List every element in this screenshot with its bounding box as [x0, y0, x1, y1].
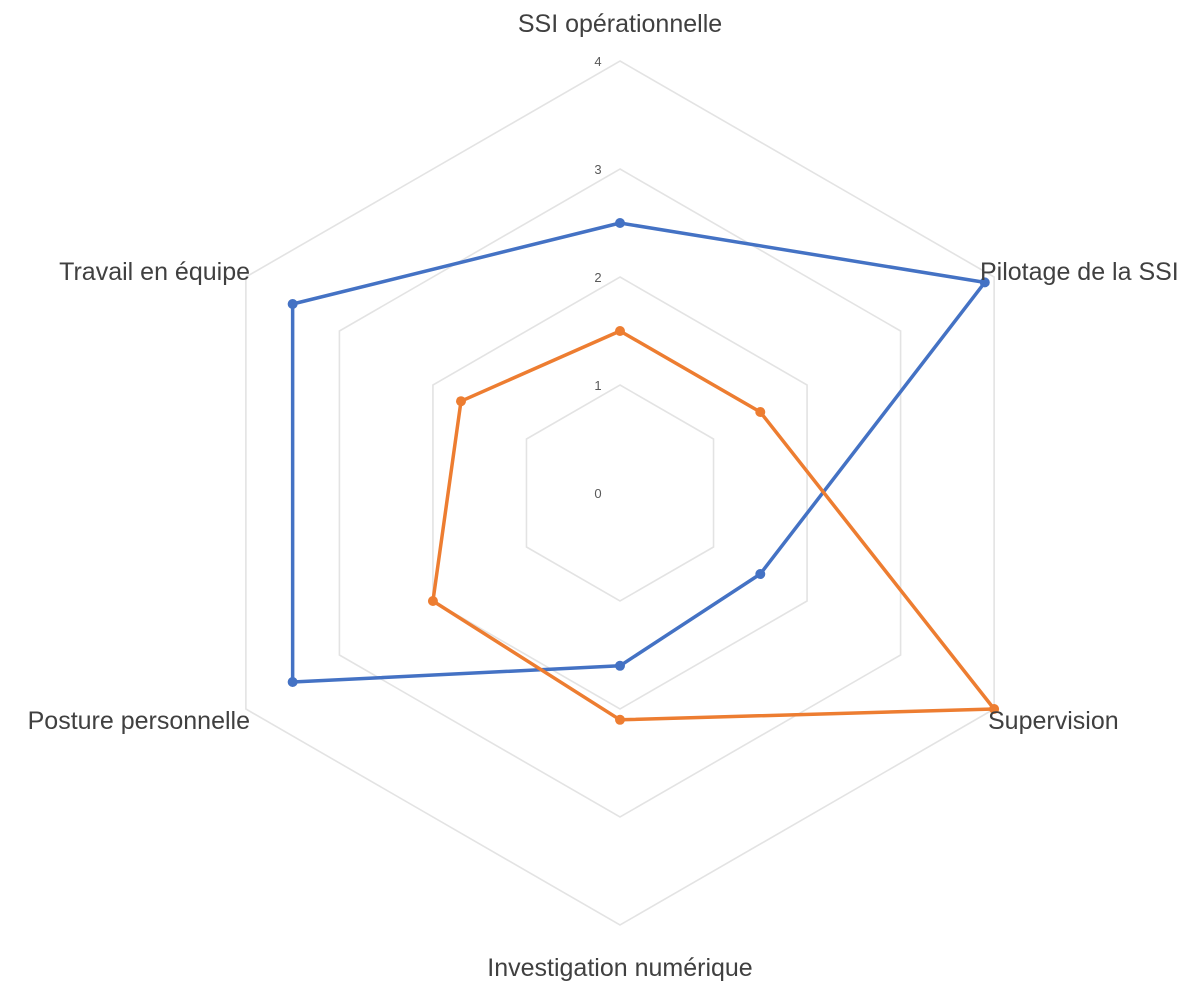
series-2-point	[755, 407, 766, 417]
series-1-point	[615, 218, 625, 228]
series-2-point	[427, 596, 438, 606]
category-label: Travail en équipe	[59, 258, 250, 286]
grid-ring-3	[338, 168, 902, 818]
category-label: Posture personnelle	[28, 707, 250, 735]
grid-ring-1	[525, 384, 715, 602]
category-label: SSI opérationnelle	[518, 10, 722, 38]
tick-label: 3	[594, 162, 601, 177]
series-1-point	[755, 569, 766, 579]
tick-label: 0	[594, 486, 601, 501]
series-layer	[287, 218, 1000, 725]
category-label: Supervision	[988, 707, 1119, 735]
series-2-point	[989, 704, 1000, 714]
grid-ring-4	[245, 60, 995, 926]
category-label: Investigation numérique	[487, 954, 752, 981]
series-2-point	[615, 714, 625, 725]
tick-labels: 0 1 2 3 4	[594, 54, 601, 501]
series-1-point	[287, 299, 298, 309]
series-1-point	[287, 677, 298, 687]
series-1-line	[290, 221, 987, 684]
series-2-point	[615, 326, 625, 336]
grid-ring-2	[432, 276, 808, 710]
grid-layer	[245, 60, 995, 926]
series-2-point	[455, 396, 466, 407]
tick-label: 4	[594, 54, 601, 69]
category-labels: SSI opérationnelle Pilotage de la SSI Supe…	[28, 10, 1179, 981]
tick-label: 2	[594, 270, 601, 285]
category-label: Pilotage de la SSI	[980, 258, 1179, 286]
series-1-point	[979, 277, 990, 288]
tick-label: 1	[594, 378, 601, 393]
series-1-point	[615, 660, 625, 671]
